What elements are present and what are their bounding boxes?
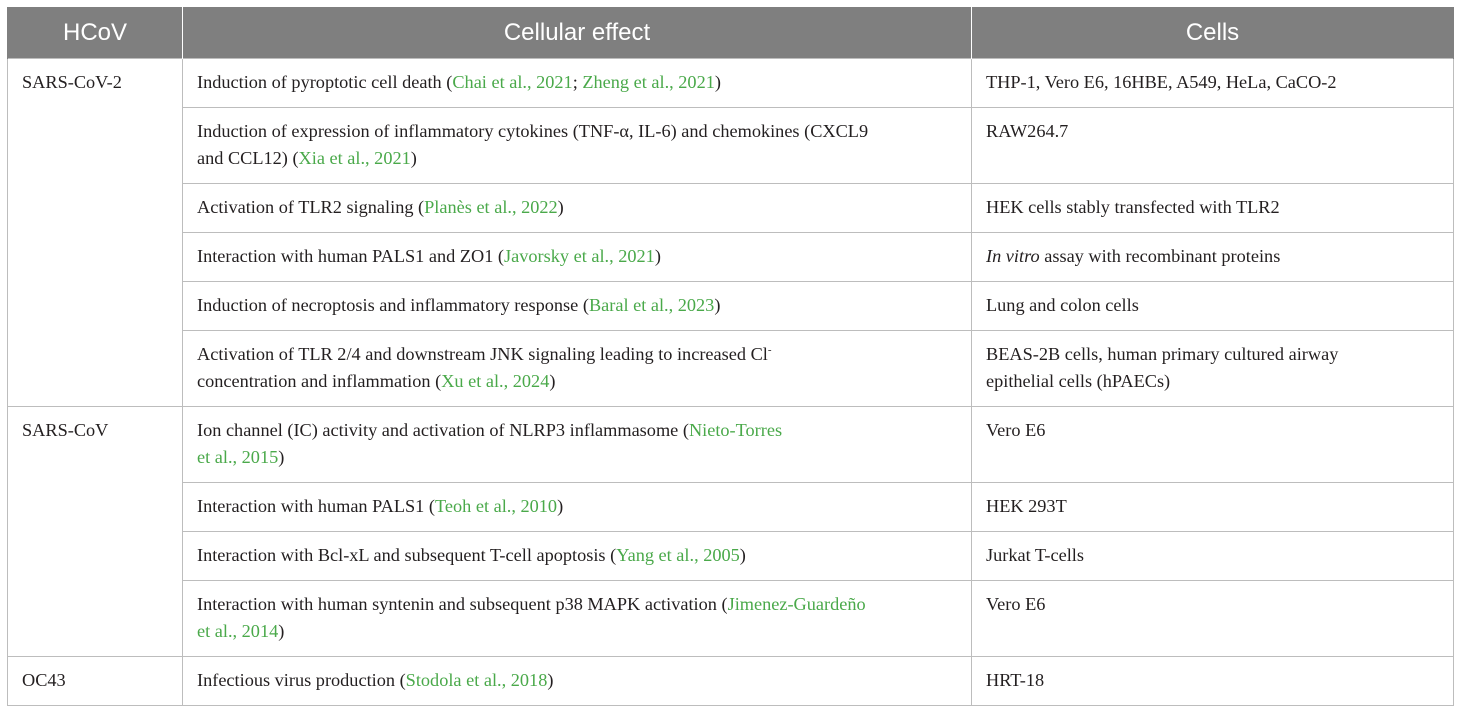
- hcov-cell: SARS-CoV: [7, 406, 183, 657]
- cellular-effect-cell: Induction of necroptosis and inflammator…: [182, 281, 972, 331]
- effect-text: Activation of TLR 2/4 and downstream JNK…: [197, 344, 768, 364]
- cells-cell: Vero E6: [971, 580, 1454, 657]
- cells-text: THP-1, Vero E6, 16HBE, A549, HeLa, CaCO-…: [986, 72, 1337, 92]
- table-row: SARS-CoV-2 Induction of pyroptotic cell d…: [7, 58, 1454, 407]
- effect-text: and CCL12) (: [197, 148, 299, 168]
- effect-text: Interaction with Bcl-xL and subsequent T…: [197, 545, 617, 565]
- effect-text: concentration and inflammation (: [197, 371, 442, 391]
- superscript-text: -: [767, 344, 772, 356]
- column-header-cellular-effect: Cellular effect: [182, 7, 972, 59]
- reference-link[interactable]: Teoh et al., 2010: [434, 496, 558, 516]
- cellular-effect-cell: Induction of pyroptotic cell death (Chai…: [182, 58, 972, 108]
- column-header-hcov: HCoV: [7, 7, 183, 59]
- reference-link[interactable]: Xia et al., 2021: [298, 148, 411, 168]
- reference-link[interactable]: Xu et al., 2024: [441, 371, 550, 391]
- table-row: SARS-CoV Ion channel (IC) activity and ac…: [7, 406, 1454, 657]
- effect-text: Induction of pyroptotic cell death (: [197, 72, 453, 92]
- cells-cell: Vero E6: [971, 406, 1454, 483]
- cellular-effect-cell: Interaction with human syntenin and subs…: [182, 580, 972, 657]
- reference-link[interactable]: Yang et al., 2005: [616, 545, 740, 565]
- reference-link[interactable]: Zheng et al., 2021: [582, 72, 715, 92]
- effect-text: ): [410, 148, 417, 168]
- reference-link[interactable]: Nieto-Torres: [688, 420, 783, 440]
- cellular-effect-cell: Ion channel (IC) activity and activation…: [182, 406, 972, 483]
- column-header-cells: Cells: [971, 7, 1454, 59]
- cells-text: Jurkat T-cells: [986, 545, 1084, 565]
- table-row: Interaction with human PALS1 (Teoh et al…: [8, 482, 1454, 532]
- cells-text: epithelial cells (hPAECs): [986, 371, 1171, 391]
- cells-cell: HEK cells stably transfected with TLR2: [971, 183, 1454, 233]
- cells-cell: Jurkat T-cells: [971, 531, 1454, 581]
- reference-link[interactable]: et al., 2014: [197, 621, 279, 641]
- cellular-effect-cell: Interaction with human PALS1 (Teoh et al…: [182, 482, 972, 532]
- table-row: Induction of necroptosis and inflammator…: [8, 281, 1454, 331]
- effect-text: ): [278, 447, 285, 467]
- cells-text: RAW264.7: [986, 121, 1069, 141]
- effect-text: Interaction with human PALS1 (: [197, 496, 435, 516]
- effect-text: ): [714, 295, 721, 315]
- cellular-effect-cell: Activation of TLR2 signaling (Planès et …: [182, 183, 972, 233]
- effect-text: Interaction with human PALS1 and ZO1 (: [197, 246, 505, 266]
- cellular-effect-cell: Interaction with human PALS1 and ZO1 (Ja…: [182, 232, 972, 282]
- cells-cell: BEAS-2B cells, human primary cultured ai…: [971, 330, 1454, 407]
- hcov-cell: OC43: [7, 656, 183, 706]
- cells-cell: HRT-18: [971, 656, 1454, 706]
- effect-text: ): [714, 72, 721, 92]
- table-row: Activation of TLR 2/4 and downstream JNK…: [8, 330, 1454, 407]
- cells-text: HRT-18: [986, 670, 1045, 690]
- effect-text: ): [278, 621, 285, 641]
- table-row: OC43 Infectious virus production (Stodola…: [7, 656, 1454, 706]
- cells-text: BEAS-2B cells, human primary cultured ai…: [986, 344, 1339, 364]
- table-row: Interaction with human PALS1 and ZO1 (Ja…: [8, 232, 1454, 282]
- cells-text: Vero E6: [986, 594, 1046, 614]
- cells-text: assay with recombinant proteins: [1039, 246, 1281, 266]
- effect-text: ): [654, 246, 661, 266]
- reference-link[interactable]: Stodola et al., 2018: [405, 670, 548, 690]
- effect-text: Induction of necroptosis and inflammator…: [197, 295, 589, 315]
- effect-text: ): [557, 197, 564, 217]
- cells-cell: Lung and colon cells: [971, 281, 1454, 331]
- effect-text: ;: [572, 72, 583, 92]
- cells-text: Lung and colon cells: [986, 295, 1139, 315]
- effect-text: Induction of expression of inflammatory …: [197, 121, 869, 141]
- table-row: Interaction with Bcl-xL and subsequent T…: [8, 531, 1454, 581]
- cells-text: HEK 293T: [986, 496, 1067, 516]
- effect-text: Infectious virus production (: [197, 670, 406, 690]
- cells-text: In vitro: [986, 246, 1040, 266]
- cellular-effect-cell: Activation of TLR 2/4 and downstream JNK…: [182, 330, 972, 407]
- effect-text: Ion channel (IC) activity and activation…: [197, 420, 689, 440]
- table-row: Induction of expression of inflammatory …: [8, 107, 1454, 184]
- reference-link[interactable]: Planès et al., 2022: [424, 197, 558, 217]
- table-row: Interaction with human syntenin and subs…: [8, 580, 1454, 657]
- table-row: Activation of TLR2 signaling (Planès et …: [8, 183, 1454, 233]
- hcov-effects-table: HCoV Cellular effect Cells SARS-CoV-2 Ind…: [7, 7, 1454, 706]
- cells-text: HEK cells stably transfected with TLR2: [986, 197, 1280, 217]
- effect-text: ): [557, 496, 564, 516]
- effect-text: ): [739, 545, 746, 565]
- reference-link[interactable]: Javorsky et al., 2021: [504, 246, 655, 266]
- cells-text: Vero E6: [986, 420, 1046, 440]
- reference-link[interactable]: et al., 2015: [197, 447, 279, 467]
- cells-cell: THP-1, Vero E6, 16HBE, A549, HeLa, CaCO-…: [971, 58, 1454, 108]
- reference-link[interactable]: Chai et al., 2021: [452, 72, 573, 92]
- effect-text: Interaction with human syntenin and subs…: [197, 594, 728, 614]
- cells-cell: HEK 293T: [971, 482, 1454, 532]
- effect-text: ): [547, 670, 554, 690]
- cellular-effect-cell: Interaction with Bcl-xL and subsequent T…: [182, 531, 972, 581]
- effect-text: Activation of TLR2 signaling (: [197, 197, 425, 217]
- cellular-effect-cell: Induction of expression of inflammatory …: [182, 107, 972, 184]
- table-body: SARS-CoV-2 Induction of pyroptotic cell d…: [7, 58, 1454, 706]
- cellular-effect-cell: Infectious virus production (Stodola et …: [182, 656, 972, 706]
- hcov-effects-table-container: HCoV Cellular effect Cells SARS-CoV-2 Ind…: [7, 7, 1454, 706]
- cells-cell: In vitro assay with recombinant proteins: [971, 232, 1454, 282]
- hcov-cell: SARS-CoV-2: [7, 58, 183, 407]
- cells-cell: RAW264.7: [971, 107, 1454, 184]
- effect-text: ): [549, 371, 556, 391]
- table-header-row: HCoV Cellular effect Cells: [7, 7, 1454, 59]
- reference-link[interactable]: Jimenez-Guardeño: [727, 594, 866, 614]
- reference-link[interactable]: Baral et al., 2023: [588, 295, 715, 315]
